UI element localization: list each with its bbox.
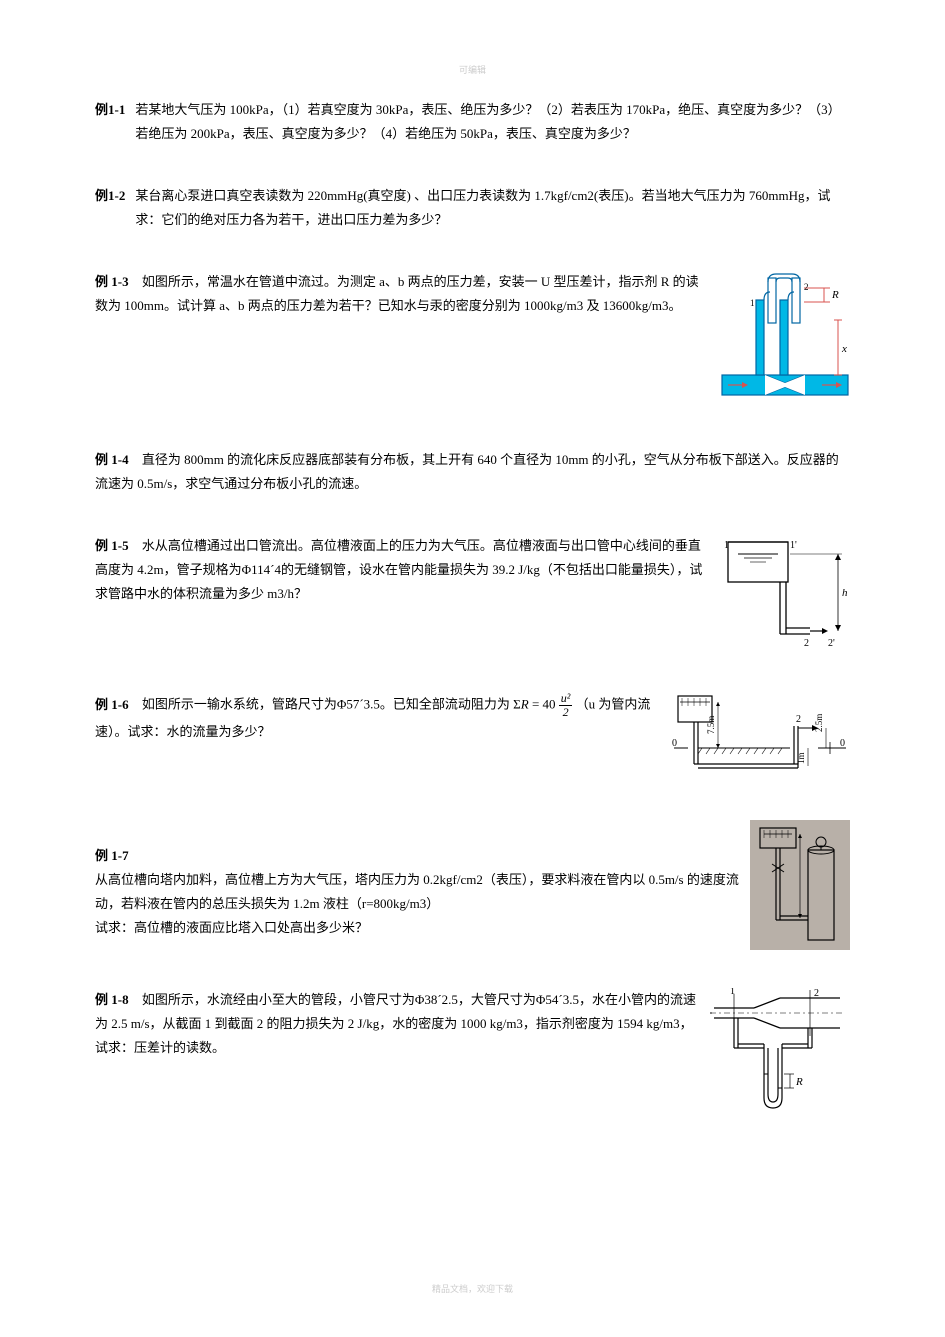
- svg-text:2': 2': [828, 638, 835, 649]
- problem-text: 从高位槽向塔内加料，高位槽上方为大气压，塔内压力为 0.2kgf/cm2（表压）…: [95, 872, 739, 935]
- svg-text:1: 1: [724, 540, 729, 551]
- svg-text:2: 2: [796, 714, 801, 725]
- problem-label: 例 1-8: [95, 992, 129, 1007]
- problem-text: 水从高位槽通过出口管流出。高位槽液面上的压力为大气压。高位槽液面与出口管中心线间…: [95, 538, 702, 601]
- problem-1-7: 例 1-7 从高位槽向塔内加料，高位槽上方为大气压，塔内压力为 0.2kgf/c…: [95, 820, 850, 950]
- problem-text: 直径为 800mm 的流化床反应器底部装有分布板，其上开有 640 个直径为 1…: [95, 452, 839, 491]
- problem-text: 某台离心泵进口真空表读数为 220mmHg(真空度) 、出口压力表读数为 1.7…: [135, 184, 850, 232]
- problem-1-5: 例 1-5 水从高位槽通过出口管流出。高位槽液面上的压力为大气压。高位槽液面与出…: [95, 534, 850, 654]
- label-x: x: [841, 343, 847, 355]
- figure-1-6: 0 2: [670, 692, 850, 782]
- problem-1-3: 例 1-3 如图所示，常温水在管道中流过。为测定 a、b 两点的压力差，安装一 …: [95, 270, 850, 410]
- svg-text:1: 1: [750, 298, 755, 308]
- problem-text: 若某地大气压为 100kPa，（1）若真空度为 30kPa，表压、绝压为多少？（…: [135, 98, 850, 146]
- problem-text: 如图所示，水流经由小至大的管段，小管尺寸为Φ38´2.5，大管尺寸为Φ54´3.…: [95, 992, 696, 1055]
- problem-1-4: 例 1-4 直径为 800mm 的流化床反应器底部装有分布板，其上开有 640 …: [95, 448, 850, 496]
- problem-text-pre: 如图所示一输水系统，管路尺寸为Φ57´3.5。已知全部流动阻力为 Σ: [142, 697, 521, 712]
- figure-1-5: 1 1' 2 2' h: [720, 534, 850, 654]
- svg-text:7.5m: 7.5m: [706, 716, 716, 734]
- figure-1-7: [750, 820, 850, 950]
- problem-label: 例 1-4: [95, 452, 129, 467]
- watermark-bottom: 精品文档，欢迎下载: [432, 1281, 513, 1297]
- label-h: h: [842, 587, 848, 599]
- problem-1-8: 例 1-8 如图所示，水流经由小至大的管段，小管尺寸为Φ38´2.5，大管尺寸为…: [95, 988, 850, 1118]
- problem-1-1: 例1-1 若某地大气压为 100kPa，（1）若真空度为 30kPa，表压、绝压…: [95, 98, 850, 146]
- problem-1-2: 例1-2 某台离心泵进口真空表读数为 220mmHg(真空度) 、出口压力表读数…: [95, 184, 850, 232]
- problem-label: 例 1-7: [95, 848, 129, 863]
- svg-text:0: 0: [840, 738, 845, 749]
- problem-label: 例 1-3: [95, 274, 129, 289]
- svg-text:2: 2: [814, 988, 819, 999]
- label-R: R: [795, 1076, 803, 1088]
- problem-label: 例1-2: [95, 184, 125, 207]
- problem-label: 例 1-5: [95, 538, 129, 553]
- figure-1-3: R 1 2 x: [720, 270, 850, 410]
- svg-text:0: 0: [672, 738, 677, 749]
- figure-1-8: 1 . 2: [710, 988, 850, 1118]
- svg-text:1': 1': [790, 540, 797, 551]
- watermark-top: 可编辑: [459, 62, 486, 78]
- formula-R: R: [521, 697, 529, 712]
- formula-fraction: u² 2: [559, 692, 573, 719]
- problem-text: 如图所示，常温水在管道中流过。为测定 a、b 两点的压力差，安装一 U 型压差计…: [95, 274, 699, 313]
- label-R: R: [831, 289, 839, 301]
- problem-1-6: 例 1-6 如图所示一输水系统，管路尺寸为Φ57´3.5。已知全部流动阻力为 Σ…: [95, 692, 850, 782]
- problem-label: 例 1-6: [95, 697, 129, 712]
- svg-text:2: 2: [804, 282, 809, 292]
- svg-text:1m: 1m: [796, 753, 806, 765]
- svg-text:2.5m: 2.5m: [814, 714, 824, 732]
- svg-text:1: 1: [730, 988, 735, 997]
- problem-label: 例1-1: [95, 98, 125, 121]
- svg-text:2: 2: [804, 638, 809, 649]
- formula-eq: = 40: [532, 697, 556, 712]
